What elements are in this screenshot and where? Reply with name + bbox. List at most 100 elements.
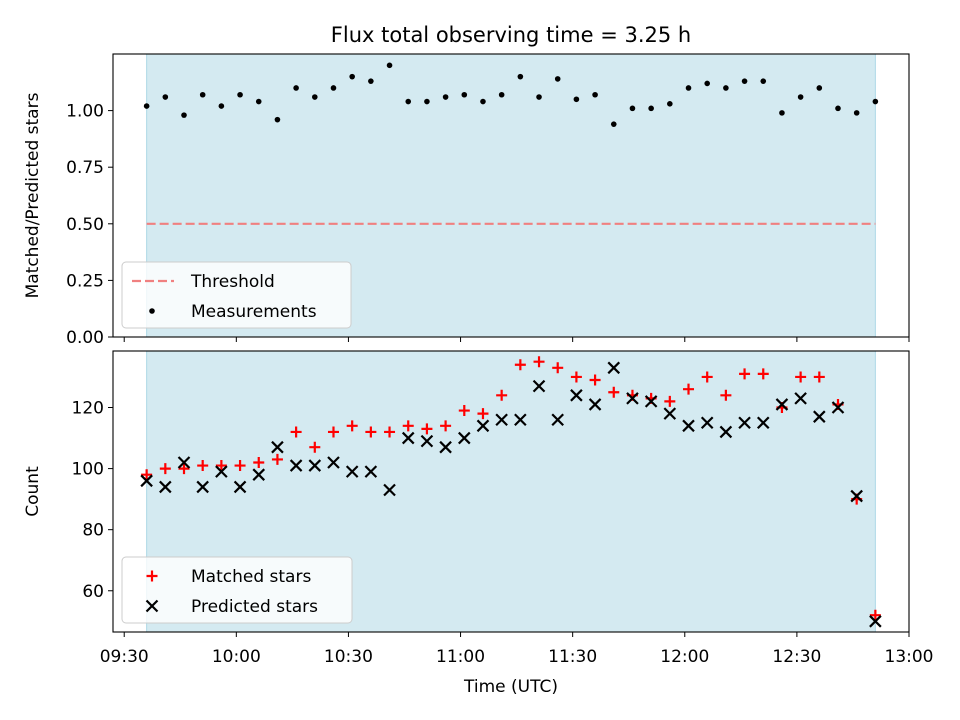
measurement-point	[760, 78, 767, 84]
measurement-point	[741, 78, 748, 84]
measurement-point	[816, 85, 823, 91]
matched-star-point	[402, 420, 414, 432]
x-tick-label: 10:00	[212, 647, 261, 667]
measurement-point	[480, 98, 486, 105]
predicted-star-point	[532, 379, 546, 393]
measurement-point	[181, 112, 187, 118]
predicted-star-point	[756, 416, 770, 430]
chart-title: Flux total observing time = 3.25 h	[331, 23, 691, 47]
measurement-point	[255, 98, 262, 105]
y-tick-label: 0.50	[66, 215, 104, 235]
measurement-point	[685, 85, 692, 91]
measurement-point	[442, 94, 449, 100]
legend-label: Threshold	[190, 272, 275, 292]
predicted-star-point	[215, 465, 228, 478]
x-tick-label: 12:00	[660, 647, 709, 667]
matched-star-point	[496, 389, 508, 401]
matched-star-point	[253, 456, 265, 468]
matched-star-point	[458, 405, 470, 417]
predicted-star-point	[644, 395, 658, 408]
measurement-point	[405, 98, 412, 105]
predicted-star-point	[813, 410, 826, 423]
legend-label: Predicted stars	[191, 597, 318, 617]
measurement-point	[330, 85, 337, 91]
matched-star-point	[533, 356, 545, 368]
predicted-star-point	[794, 392, 807, 405]
predicted-star-point	[607, 361, 621, 375]
measurement-point	[723, 85, 729, 91]
measurement-point	[648, 105, 654, 112]
matched-star-point	[290, 426, 302, 438]
measurement-point	[667, 101, 673, 107]
predicted-star-point	[738, 416, 751, 430]
measurement-point	[461, 91, 468, 98]
y-tick-label: 0.00	[66, 328, 104, 348]
predicted-star-point	[140, 474, 153, 488]
axes-frame	[112, 53, 910, 338]
measurement-point	[835, 105, 841, 112]
predicted-star-point	[177, 456, 191, 469]
y-tick-label: 1.00	[66, 102, 104, 122]
x-tick-label: 11:30	[548, 647, 597, 667]
matched-star-point	[384, 426, 396, 438]
x-tick-label: 13:00	[885, 647, 934, 667]
matched-star-point	[739, 368, 751, 380]
legend-label: Matched stars	[191, 567, 311, 587]
x-tick-label: 10:30	[324, 647, 373, 667]
legend-box	[121, 261, 352, 329]
series-predicted-stars	[140, 361, 882, 628]
x-tick-label: 12:30	[772, 647, 821, 667]
matched-star-point	[197, 460, 209, 472]
predicted-star-point	[869, 615, 882, 628]
matched-star-point	[421, 423, 433, 435]
matched-star-point	[271, 453, 283, 465]
measurement-point	[386, 62, 393, 69]
predicted-star-point	[401, 431, 415, 445]
y-tick-label: 100	[72, 460, 104, 480]
measurement-point	[629, 105, 636, 112]
predicted-star-point	[383, 483, 396, 497]
predicted-star-point	[588, 398, 602, 411]
matched-star-point	[664, 395, 676, 407]
matched-star-point	[813, 371, 825, 383]
measurement-point	[779, 110, 785, 116]
legend-measurement-swatch	[149, 308, 155, 314]
matched-star-point	[608, 386, 620, 398]
predicted-star-point	[850, 489, 863, 503]
matched-star-point	[141, 469, 153, 481]
count-panel: 60 80 100 120 09:30 10:00 10:30 11:00 11:30 12:00…	[23, 350, 934, 667]
matched-star-point	[795, 371, 807, 383]
predicted-star-point	[439, 440, 452, 454]
predicted-star-point	[289, 459, 303, 472]
y-tick-label: 60	[82, 582, 104, 602]
measurement-point	[797, 94, 804, 100]
matched-star-point	[477, 408, 489, 420]
matched-star-point	[869, 609, 881, 621]
measurement-point	[274, 116, 281, 123]
predicted-star-point	[345, 465, 359, 478]
measurement-point	[424, 98, 430, 105]
matched-star-point	[178, 463, 190, 475]
predicted-star-point	[700, 416, 714, 430]
measurement-point	[143, 103, 150, 109]
matched-star-point	[234, 460, 246, 472]
predicted-star-point	[626, 392, 639, 405]
measurement-point	[237, 91, 243, 98]
matched-star-point	[589, 374, 601, 386]
matched-star-point	[570, 371, 582, 383]
predicted-star-point	[196, 480, 209, 494]
y-axis-label: Count	[23, 466, 43, 517]
matched-star-point	[440, 420, 452, 432]
measurement-point	[610, 121, 617, 127]
predicted-star-point	[775, 398, 789, 411]
ratio-panel: 0.00 0.25 0.50 0.75 1.00 Matched/Predicted st…	[23, 53, 910, 348]
matched-star-point	[757, 368, 769, 380]
predicted-star-point	[252, 468, 266, 481]
legend-matched-swatch	[146, 570, 158, 582]
predicted-star-point	[682, 419, 695, 433]
legend-predicted-swatch	[145, 599, 159, 613]
matched-star-point	[683, 383, 695, 395]
measurement-point	[312, 94, 318, 100]
matched-star-point	[514, 359, 526, 371]
